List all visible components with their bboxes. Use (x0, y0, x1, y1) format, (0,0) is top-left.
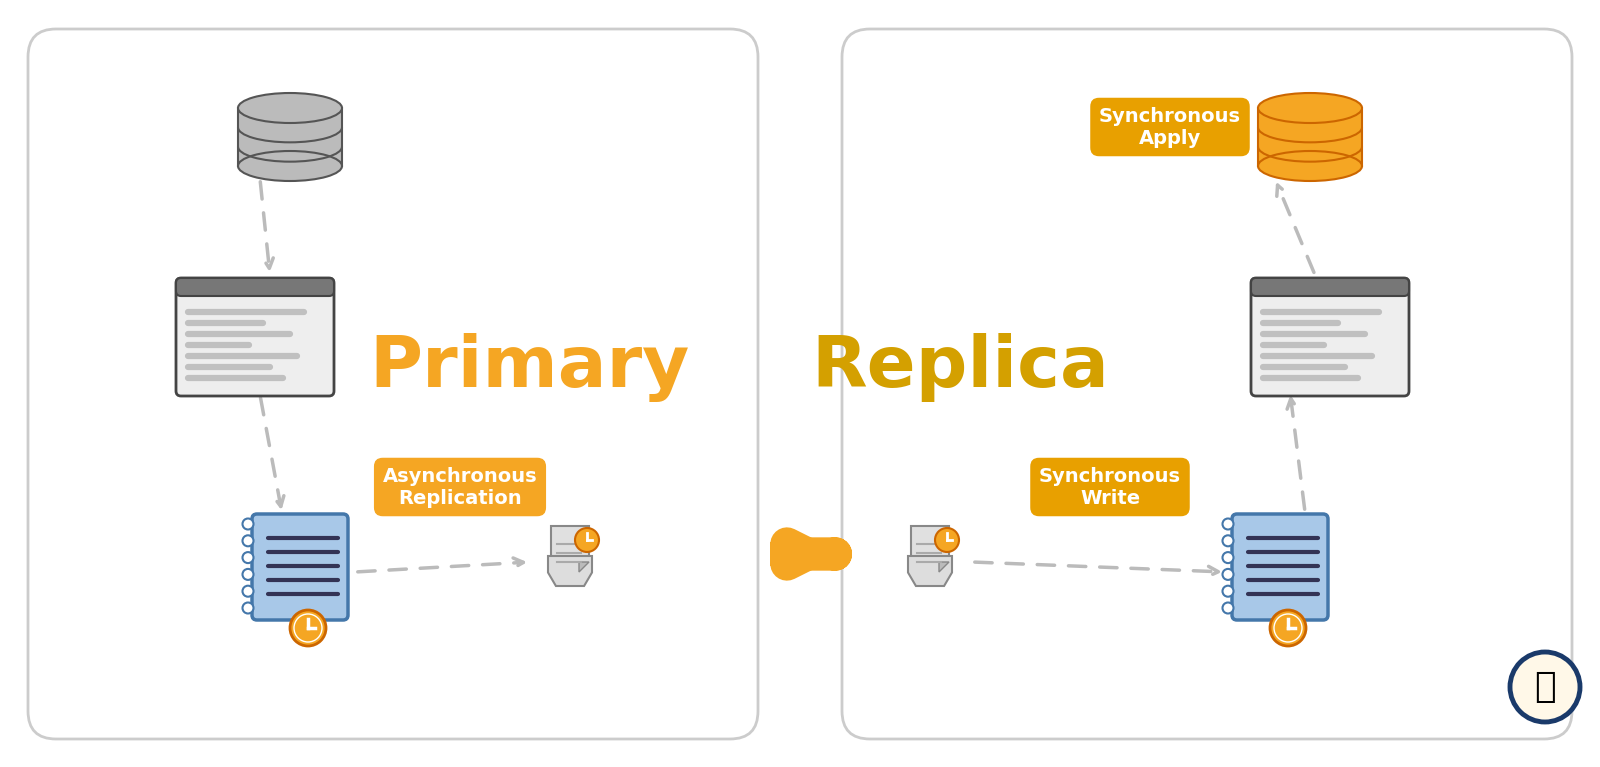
Ellipse shape (1258, 151, 1362, 181)
Ellipse shape (1258, 93, 1362, 123)
Polygon shape (909, 556, 952, 586)
Circle shape (243, 518, 253, 529)
Circle shape (574, 528, 598, 552)
Circle shape (1222, 603, 1234, 614)
Circle shape (243, 535, 253, 546)
Circle shape (1222, 586, 1234, 597)
Circle shape (1222, 535, 1234, 546)
Circle shape (1270, 610, 1306, 646)
Circle shape (243, 586, 253, 597)
Polygon shape (1258, 108, 1362, 166)
Text: Primary: Primary (370, 333, 690, 401)
FancyBboxPatch shape (1251, 278, 1410, 296)
Ellipse shape (238, 151, 342, 181)
Text: Asynchronous
Replication: Asynchronous Replication (382, 466, 538, 508)
Circle shape (243, 603, 253, 614)
Polygon shape (550, 526, 589, 572)
Polygon shape (238, 108, 342, 166)
FancyBboxPatch shape (253, 514, 349, 620)
FancyBboxPatch shape (176, 278, 334, 396)
Circle shape (1510, 652, 1581, 722)
Circle shape (1222, 518, 1234, 529)
Text: Replica: Replica (811, 333, 1109, 401)
FancyBboxPatch shape (176, 278, 334, 296)
Ellipse shape (238, 93, 342, 123)
Polygon shape (547, 556, 592, 586)
FancyBboxPatch shape (1232, 514, 1328, 620)
Text: Synchronous
Write: Synchronous Write (1038, 466, 1181, 508)
FancyBboxPatch shape (1251, 278, 1410, 396)
Circle shape (243, 552, 253, 563)
FancyBboxPatch shape (770, 542, 798, 566)
Circle shape (1222, 569, 1234, 580)
FancyBboxPatch shape (842, 29, 1571, 739)
FancyBboxPatch shape (29, 29, 758, 739)
Polygon shape (579, 562, 589, 572)
Circle shape (934, 528, 958, 552)
Polygon shape (939, 562, 949, 572)
FancyBboxPatch shape (802, 542, 830, 566)
Circle shape (290, 610, 326, 646)
Text: Synchronous
Apply: Synchronous Apply (1099, 107, 1242, 147)
Circle shape (243, 569, 253, 580)
Polygon shape (910, 526, 949, 572)
Text: 🐯: 🐯 (1534, 670, 1555, 704)
Circle shape (1222, 552, 1234, 563)
